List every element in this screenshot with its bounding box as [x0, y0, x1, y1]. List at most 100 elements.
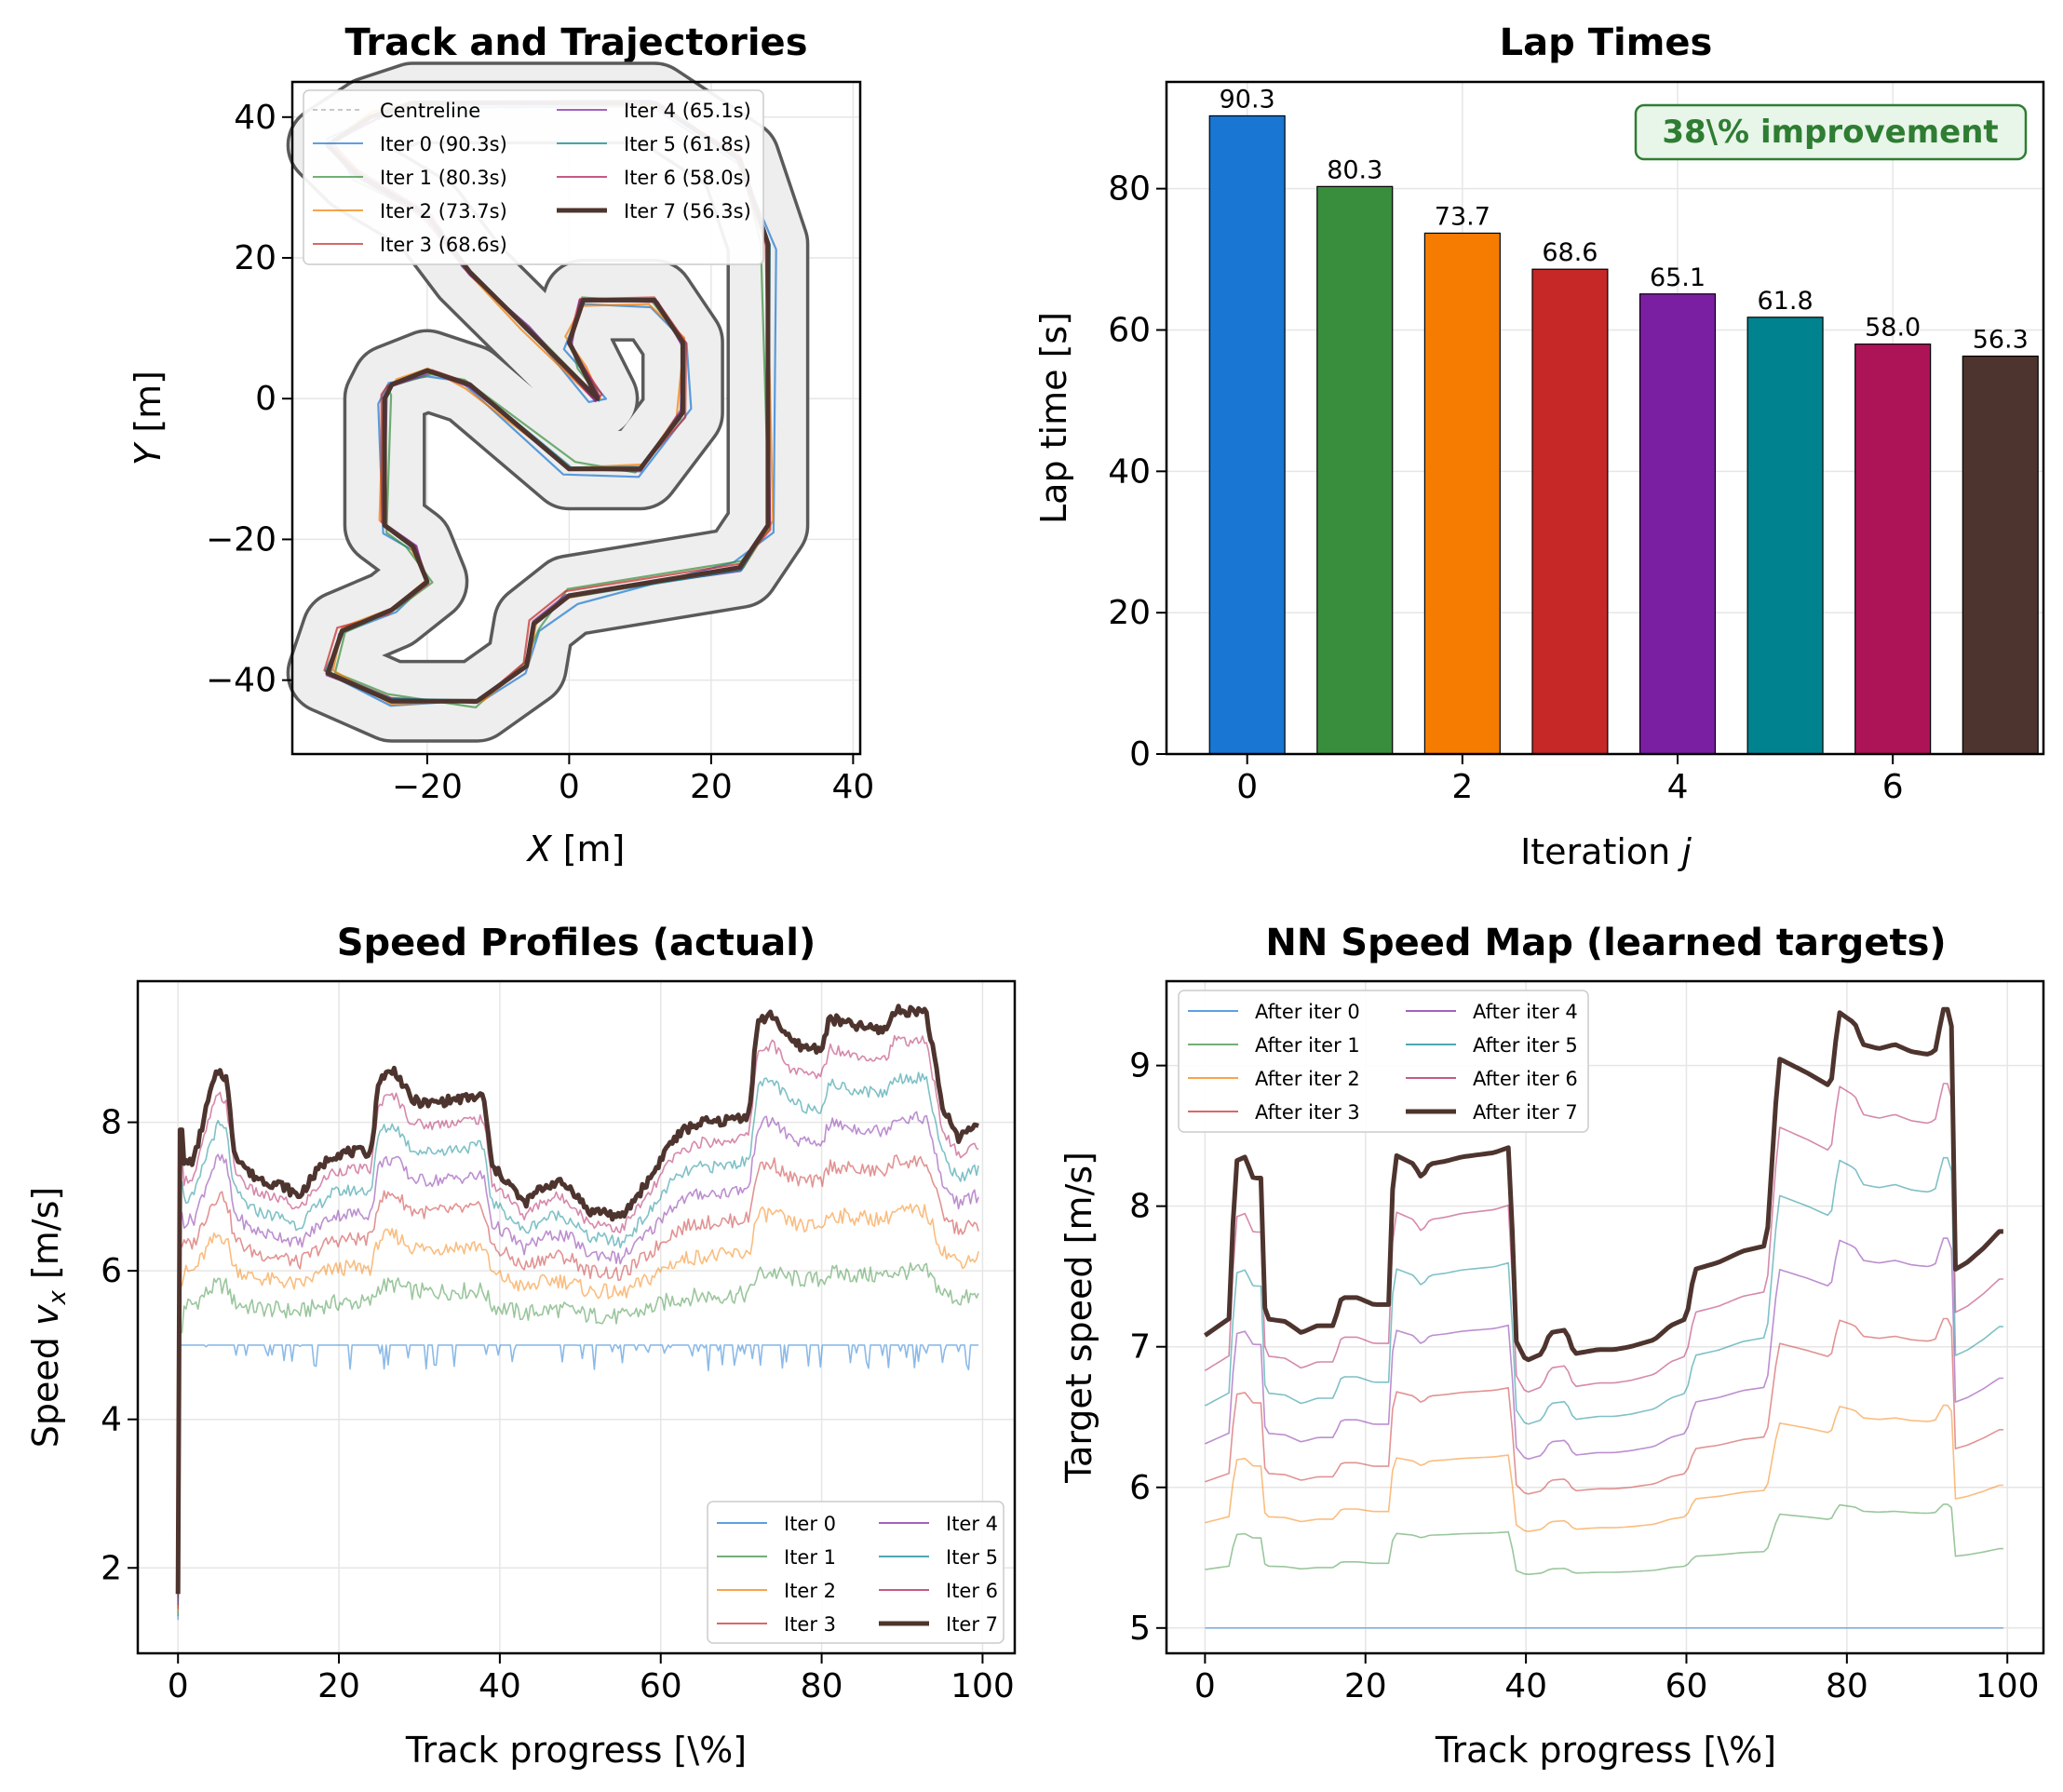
speed-profiles-legend: Iter 0 Iter 1 Iter 2 Iter 3 Iter 4 Iter 5 Iter…	[707, 1501, 1005, 1644]
nn-speed-map-panel: NN Speed Map (learned targets) 0 20 40 60 80…	[1058, 922, 2045, 1771]
speed-profiles-y-tick-label: 6	[101, 1252, 122, 1290]
lap-time-bar	[1531, 268, 1609, 755]
nn-speed-map-series-line	[1205, 1503, 2003, 1575]
nn-speed-map-legend: After iter 0 After iter 1 After iter 2 Afte…	[1178, 990, 1589, 1133]
lap-times-y-tick-label: 80	[1108, 170, 1151, 209]
lap-time-bar-label: 73.7	[1435, 202, 1490, 231]
track-legend-label: Iter 5 (61.8s)	[624, 133, 751, 155]
nn-speed-map-x-tick-label: 0	[1194, 1667, 1216, 1705]
track-legend-label: Iter 1 (80.3s)	[380, 167, 507, 189]
lap-times-x-label: Iteration j	[1520, 831, 1692, 872]
nn-speed-map-x-tick-label: 100	[1975, 1667, 2040, 1705]
lap-times-y-tick-label: 60	[1108, 311, 1151, 349]
nn-speed-map-legend-label: After iter 4	[1473, 1001, 1578, 1023]
improvement-annotation: 38\% improvement	[1634, 103, 2028, 161]
track-x-tick-label: 0	[559, 768, 580, 806]
track-legend-label: Iter 6 (58.0s)	[624, 167, 751, 189]
lap-time-bar	[1746, 317, 1824, 755]
track-y-label: Y [m]	[128, 371, 169, 465]
nn-speed-map-series-line	[1205, 1404, 2003, 1532]
lap-time-bar	[1316, 185, 1394, 755]
speed-profiles-x-tick-label: 20	[317, 1667, 360, 1705]
track-y-tick-label: −40	[206, 662, 276, 700]
lap-times-title: Lap Times	[1500, 21, 1713, 64]
track-x-label: X [m]	[526, 829, 626, 869]
track-legend: Centreline Iter 0 (90.3s) Iter 1 (80.3s) It…	[303, 89, 764, 265]
lap-time-bar	[1423, 232, 1501, 755]
speed-profiles-x-tick-label: 100	[951, 1667, 1015, 1705]
speed-profiles-legend-label: Iter 1	[784, 1546, 836, 1569]
speed-profiles-x-tick-label: 0	[168, 1667, 189, 1705]
lap-time-bar-label: 61.8	[1758, 287, 1814, 316]
nn-speed-map-legend-label: After iter 1	[1255, 1034, 1360, 1057]
speed-profiles-y-tick-label: 4	[101, 1401, 122, 1439]
lap-time-bar-label: 68.6	[1542, 238, 1598, 267]
nn-speed-map-legend-label: After iter 0	[1255, 1001, 1360, 1023]
speed-profiles-axes-frame	[136, 979, 1017, 1655]
nn-speed-map-series-line	[1204, 1083, 2003, 1394]
nn-speed-map-series-line	[1205, 1156, 2003, 1425]
nn-speed-map-legend-label: After iter 3	[1255, 1101, 1360, 1124]
speed-profiles-x-tick-label: 80	[801, 1667, 843, 1705]
nn-speed-map-y-tick-label: 6	[1129, 1469, 1151, 1507]
speed-profiles-legend-label: Iter 0	[784, 1513, 836, 1535]
track-y-tick-label: 0	[255, 380, 276, 418]
speed-profiles-y-tick-label: 8	[101, 1104, 122, 1142]
speed-profiles-series-line	[177, 1344, 979, 1621]
nn-speed-map-x-tick-label: 80	[1826, 1667, 1868, 1705]
lap-time-bar-label: 56.3	[1973, 326, 2029, 355]
lap-time-bar-label: 65.1	[1650, 263, 1706, 292]
track-y-tick-label: −20	[206, 520, 276, 559]
lap-times-y-label: Lap time [s]	[1033, 312, 1074, 524]
speed-profiles-legend-label: Iter 3	[784, 1613, 836, 1636]
lap-times-y-tick-label: 40	[1108, 452, 1151, 491]
speed-profiles-y-label: Speed vx [m/s]	[25, 1187, 72, 1448]
track-legend-label: Iter 4 (65.1s)	[624, 100, 751, 122]
lap-time-bar-label: 90.3	[1220, 85, 1275, 114]
speed-profiles-legend-label: Iter 5	[946, 1546, 998, 1569]
nn-speed-map-axes-frame	[1165, 979, 2045, 1655]
lap-time-bar	[1638, 293, 1717, 755]
speed-profiles-legend-label: Iter 2	[784, 1580, 836, 1602]
lap-times-x-tick-label: 0	[1236, 768, 1258, 806]
speed-profiles-title: Speed Profiles (actual)	[337, 922, 816, 964]
lap-times-x-tick-label: 6	[1882, 768, 1904, 806]
speed-profiles-series-line	[175, 1004, 979, 1595]
track-axes-frame	[290, 80, 862, 756]
speed-profiles-legend-label: Iter 4	[946, 1513, 998, 1535]
speed-profiles-series-line	[177, 1154, 979, 1610]
speed-profiles-y-tick-label: 2	[101, 1549, 122, 1587]
track-x-tick-label: 40	[831, 768, 874, 806]
speed-profiles-x-tick-label: 40	[479, 1667, 521, 1705]
nn-speed-map-y-tick-label: 8	[1129, 1188, 1151, 1226]
nn-speed-map-legend-label: After iter 7	[1473, 1101, 1578, 1124]
track-y-tick-label: 40	[234, 99, 276, 137]
lap-time-bar	[1962, 355, 2039, 755]
lap-time-bar-label: 58.0	[1865, 314, 1921, 343]
nn-speed-map-x-tick-label: 20	[1344, 1667, 1387, 1705]
track-title: Track and Trajectories	[344, 21, 807, 64]
speed-profiles-series-line	[177, 1111, 979, 1606]
track-y-tick-label: 20	[234, 239, 276, 277]
nn-speed-map-series-line	[1203, 1006, 2003, 1363]
lap-times-axes-frame	[1165, 80, 2045, 756]
track-legend-label: Iter 0 (90.3s)	[380, 133, 507, 155]
nn-speed-map-y-tick-label: 7	[1129, 1328, 1151, 1367]
speed-profiles-series-line	[177, 1262, 979, 1617]
nn-speed-map-y-tick-label: 5	[1129, 1610, 1151, 1648]
nn-speed-map-x-label: Track progress [\%]	[1435, 1730, 1776, 1771]
track-x-tick-label: 20	[690, 768, 733, 806]
nn-speed-map-legend-label: After iter 2	[1255, 1068, 1360, 1090]
track-x-tick-label: −20	[392, 768, 463, 806]
speed-profiles-series-line	[177, 1071, 979, 1602]
nn-speed-map-series-line	[1205, 1237, 2003, 1461]
lap-time-bar-label: 80.3	[1327, 155, 1382, 184]
track-legend-label: Iter 2 (73.7s)	[380, 200, 507, 222]
track-legend-label: Iter 3 (68.6s)	[380, 234, 507, 256]
lap-times-x-tick-label: 2	[1451, 768, 1473, 806]
nn-speed-map-legend-label: After iter 5	[1473, 1034, 1578, 1057]
lap-time-bar	[1208, 115, 1286, 755]
speed-profiles-legend-label: Iter 7	[946, 1613, 998, 1636]
lap-times-y-tick-label: 0	[1129, 735, 1151, 774]
